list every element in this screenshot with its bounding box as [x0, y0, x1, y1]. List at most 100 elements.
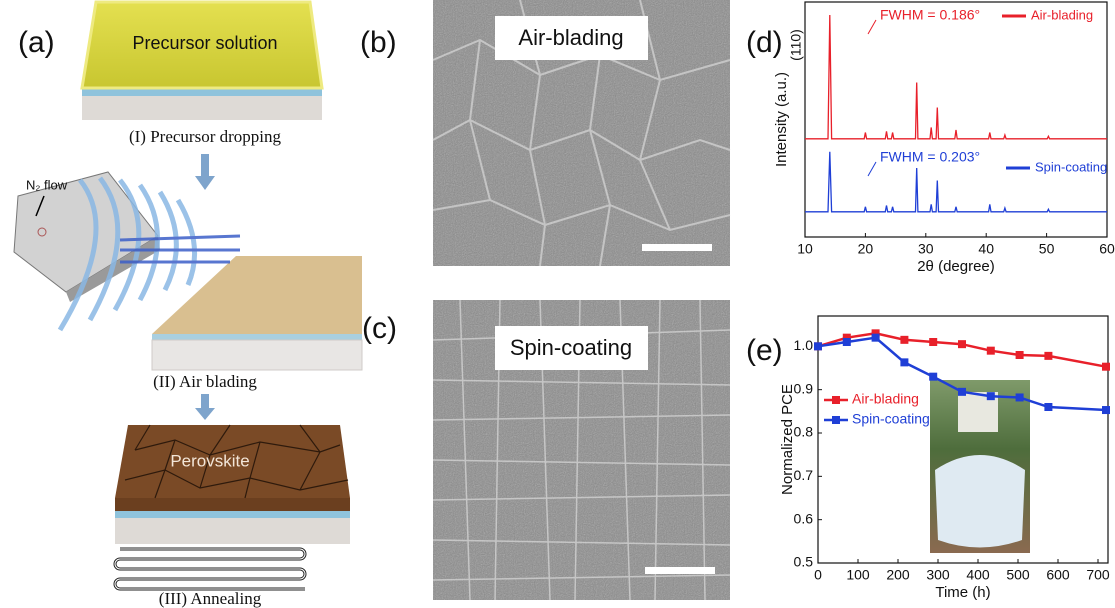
spectrum-line — [805, 14, 1107, 140]
step-label: (III) Annealing — [159, 589, 262, 608]
step-label: (I) Precursor dropping — [129, 127, 282, 146]
substrate — [151, 339, 363, 371]
pointer — [35, 195, 45, 217]
annotation: FWHM = 0.203° — [880, 149, 980, 165]
panel-label: (a) — [18, 26, 55, 59]
x-tick-label: 20 — [858, 241, 874, 257]
grain-boundary — [124, 424, 349, 499]
arrow — [195, 394, 215, 420]
legend-label: Air-blading — [852, 391, 919, 407]
marker — [1102, 362, 1110, 371]
marker — [871, 329, 880, 338]
scale-bar — [642, 244, 712, 251]
y-axis-label: Normalized PCE — [779, 384, 796, 495]
x-tick-label: 50 — [1039, 241, 1055, 257]
marker — [900, 358, 909, 367]
x-axis-label: Time (h) — [935, 584, 990, 601]
series-line — [817, 332, 1107, 368]
scale-bar — [645, 567, 715, 574]
spectrum-line — [805, 151, 1107, 213]
precursor-layer — [80, 0, 324, 90]
plot-frame — [804, 1, 1108, 238]
marker — [842, 333, 851, 342]
grain-boundary — [432, 0, 731, 267]
legend-marker — [832, 416, 840, 424]
y-tick-label: 0.9 — [794, 380, 814, 396]
marker — [842, 338, 851, 346]
x-tick-label: 40 — [978, 241, 994, 257]
annotation: (110) — [788, 29, 804, 61]
legend-marker — [832, 396, 840, 404]
layer-label: Perovskite — [170, 451, 249, 470]
annotation-pointer — [867, 161, 877, 177]
x-tick-label: 500 — [1006, 567, 1030, 583]
marker — [1044, 351, 1053, 360]
annotation: FWHM = 0.186° — [880, 7, 980, 23]
marker — [900, 335, 909, 344]
plot-frame — [817, 315, 1109, 564]
layer — [152, 334, 362, 340]
x-tick-label: 700 — [1086, 567, 1110, 583]
annotation-pointer — [867, 19, 877, 35]
layer — [115, 511, 350, 518]
layer-label: Precursor solution — [132, 33, 277, 53]
panel-label: (b) — [360, 26, 397, 59]
x-tick-label: 0 — [814, 567, 822, 583]
inset-photo — [930, 380, 1030, 553]
photo-film — [935, 455, 1025, 548]
image-label: Air-blading — [518, 25, 623, 50]
heater-coil — [114, 548, 306, 590]
sem-image: Spin-coating — [432, 299, 731, 601]
marker — [986, 346, 995, 355]
y-tick-label: 0.6 — [794, 510, 814, 526]
substrate — [82, 96, 322, 120]
x-tick-label: 60 — [1099, 241, 1115, 257]
x-axis-label: 2θ (degree) — [917, 258, 995, 275]
film-side — [115, 498, 350, 511]
marker — [986, 392, 995, 401]
y-tick-label: 1.0 — [794, 337, 814, 353]
legend-label: Spin-coating — [1035, 159, 1107, 174]
marker — [871, 333, 880, 342]
schematic: Precursor solution (I) Precursor droppin… — [13, 0, 363, 608]
legend-label: Spin-coating — [852, 411, 930, 427]
marker — [1015, 393, 1024, 402]
substrate — [115, 518, 350, 544]
image-label-box — [495, 326, 648, 370]
legend-label: Air-blading — [1031, 7, 1093, 22]
x-tick-label: 200 — [886, 567, 910, 583]
marker — [814, 342, 822, 351]
layer — [82, 89, 322, 96]
image-label-box — [495, 16, 648, 60]
panel-label: (c) — [362, 312, 397, 345]
gas-flow — [57, 176, 241, 332]
arrow — [195, 154, 215, 190]
x-tick-label: 400 — [966, 567, 990, 583]
marker — [958, 340, 966, 349]
image-label: Spin-coating — [510, 335, 632, 360]
panel-label: (d) — [746, 26, 783, 59]
gas-label: N₂ flow — [26, 177, 68, 192]
y-tick-label: 0.8 — [794, 424, 814, 440]
marker — [958, 387, 966, 396]
marker — [1102, 406, 1110, 415]
y-tick-label: 0.5 — [794, 554, 814, 570]
marker — [1015, 351, 1024, 359]
series-line — [817, 336, 1107, 412]
marker — [929, 338, 938, 346]
step-label: (II) Air blading — [153, 372, 257, 391]
y-tick-label: 0.7 — [794, 467, 814, 483]
nozzle — [37, 227, 47, 237]
x-tick-label: 30 — [918, 241, 934, 257]
x-tick-label: 10 — [797, 241, 813, 257]
panel-label: (e) — [746, 334, 783, 367]
sem-image: Air-blading — [432, 0, 731, 267]
x-tick-label: 300 — [926, 567, 950, 583]
marker — [929, 372, 938, 381]
film-top — [152, 256, 362, 334]
y-axis-label: Intensity (a.u.) — [773, 72, 790, 167]
marker — [1044, 403, 1053, 411]
x-tick-label: 100 — [846, 567, 870, 583]
x-tick-label: 600 — [1046, 567, 1070, 583]
